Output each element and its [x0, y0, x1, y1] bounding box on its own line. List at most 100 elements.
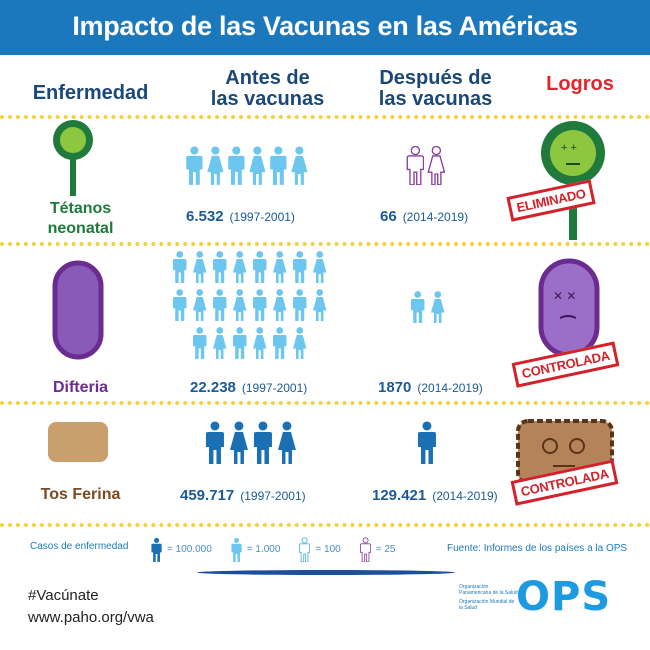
woman-figure-icon: [230, 250, 248, 283]
figure-row: [170, 326, 330, 364]
period: (2014-2019): [402, 210, 469, 224]
man-figure-icon: [270, 326, 288, 359]
after-icons-diphtheria: [408, 290, 448, 328]
figure-row: [170, 250, 330, 288]
after-line2: las vacunas: [378, 88, 493, 110]
disease-line1: Tétanos: [49, 200, 112, 217]
legend-label: Casos de enfermedad: [30, 541, 129, 552]
before-line1: Antes de: [225, 67, 310, 89]
woman-figure-icon: [290, 326, 308, 359]
legend-item: = 100.000: [150, 537, 212, 562]
woman-figure-icon: [270, 288, 288, 321]
woman-figure-icon: [205, 145, 224, 185]
org-logos: Organización Panamericana de la Salud Org…: [459, 584, 519, 611]
woman-figure-icon: [270, 250, 288, 283]
woman-figure-icon: [230, 288, 248, 321]
man-figure-icon: [170, 250, 188, 283]
svg-text:✕ ✕: ✕ ✕: [553, 289, 576, 303]
website-link[interactable]: www.paho.org/vwa: [28, 609, 154, 626]
legend-value: = 100: [315, 544, 341, 555]
man-figure-icon: [190, 326, 208, 359]
divider: [0, 115, 650, 119]
woman-figure-icon: [227, 420, 249, 464]
legend-item: = 100: [298, 537, 341, 562]
woman-figure-icon: [250, 326, 268, 359]
column-header-disease: Enfermedad: [32, 82, 149, 104]
period: (2014-2019): [417, 381, 483, 395]
disease-line2: neonatal: [47, 220, 114, 237]
man-figure-icon: [405, 145, 424, 185]
diphtheria-icon: [52, 260, 104, 360]
divider: [0, 242, 650, 246]
woman-figure-icon: [428, 290, 446, 323]
before-line2: las vacunas: [210, 88, 325, 110]
man-figure-icon: [203, 420, 225, 464]
legend-item: = 25: [359, 537, 396, 562]
man-figure-icon: [250, 288, 268, 321]
man-figure-icon: [170, 288, 188, 321]
before-cases-diphtheria: 22.238 (1997-2001): [190, 379, 307, 396]
woman-figure-icon: [310, 250, 328, 283]
before-cases-pertussis: 459.717 (1997-2001): [180, 487, 306, 504]
before-icons-diphtheria: [170, 250, 330, 364]
legend: = 100.000 = 1.000 = 100 = 25: [150, 537, 395, 562]
after-icons-pertussis: [415, 420, 439, 469]
woman-figure-icon: [275, 420, 297, 464]
woman-figure-icon: [247, 145, 266, 185]
eliminated-face-icon: + +: [541, 121, 605, 240]
after-icons-tetanus: [405, 145, 447, 190]
period: (1997-2001): [240, 489, 306, 503]
after-cases-tetanus: 66 (2014-2019): [380, 208, 468, 225]
page-title: Impacto de las Vacunas en las Américas: [0, 0, 650, 55]
value: 66: [380, 208, 397, 225]
woman-figure-icon: [190, 288, 208, 321]
before-cases-tetanus: 6.532 (1997-2001): [186, 208, 295, 225]
man-figure-icon: [290, 250, 308, 283]
after-cases-diphtheria: 1870 (2014-2019): [378, 379, 483, 396]
man-figure-icon: [268, 145, 287, 185]
man-figure-icon: [415, 420, 437, 464]
org2-name: Organización Mundial de la Salud: [459, 599, 515, 611]
man-figure-icon: [210, 250, 228, 283]
before-icons-tetanus: [184, 145, 310, 190]
woman-figure-icon: [190, 250, 208, 283]
divider: [0, 401, 650, 405]
value: 1870: [378, 379, 412, 396]
woman-figure-icon: [289, 145, 308, 185]
disease-name-diphtheria: Difteria: [52, 379, 109, 396]
hashtag: #Vacúnate: [28, 587, 99, 604]
controlled-face-icon: ✕ ✕: [538, 258, 600, 358]
column-header-before: Antes de las vacunas: [190, 68, 345, 110]
man-figure-icon: [150, 537, 162, 562]
figure-row: [170, 288, 330, 326]
value: 6.532: [186, 208, 224, 225]
man-figure-icon: [184, 145, 203, 185]
woman-figure-icon: [310, 288, 328, 321]
pertussis-icon: [48, 422, 108, 462]
woman-figure-icon: [426, 145, 445, 185]
man-figure-icon: [230, 326, 248, 359]
ops-logo: OPS: [516, 574, 612, 620]
value: 459.717: [180, 487, 235, 504]
man-figure-icon: [408, 290, 426, 323]
woman-figure-icon: [210, 326, 228, 359]
after-line1: Después de: [379, 67, 492, 89]
man-figure-icon: [230, 537, 242, 562]
legend-value: = 100.000: [167, 544, 212, 555]
value: 22.238: [190, 379, 236, 396]
after-cases-pertussis: 129.421 (2014-2019): [372, 487, 498, 504]
column-header-achievements: Logros: [546, 73, 614, 95]
disease-name-pertussis: Tos Ferina: [40, 486, 121, 503]
source-note: Fuente: Informes de los países a la OPS: [447, 543, 628, 554]
disease-name-tetanus: Tétanos neonatal: [28, 199, 133, 239]
legend-value: = 25: [375, 544, 396, 555]
svg-text:+ +: + +: [561, 142, 577, 154]
legend-item: = 1.000: [230, 537, 281, 562]
man-figure-icon: [210, 288, 228, 321]
man-figure-icon: [250, 250, 268, 283]
man-figure-icon: [290, 288, 308, 321]
man-figure-icon: [226, 145, 245, 185]
column-header-after: Después de las vacunas: [358, 68, 513, 110]
tetanus-icon: [53, 120, 93, 196]
legend-value: = 1.000: [246, 544, 281, 555]
